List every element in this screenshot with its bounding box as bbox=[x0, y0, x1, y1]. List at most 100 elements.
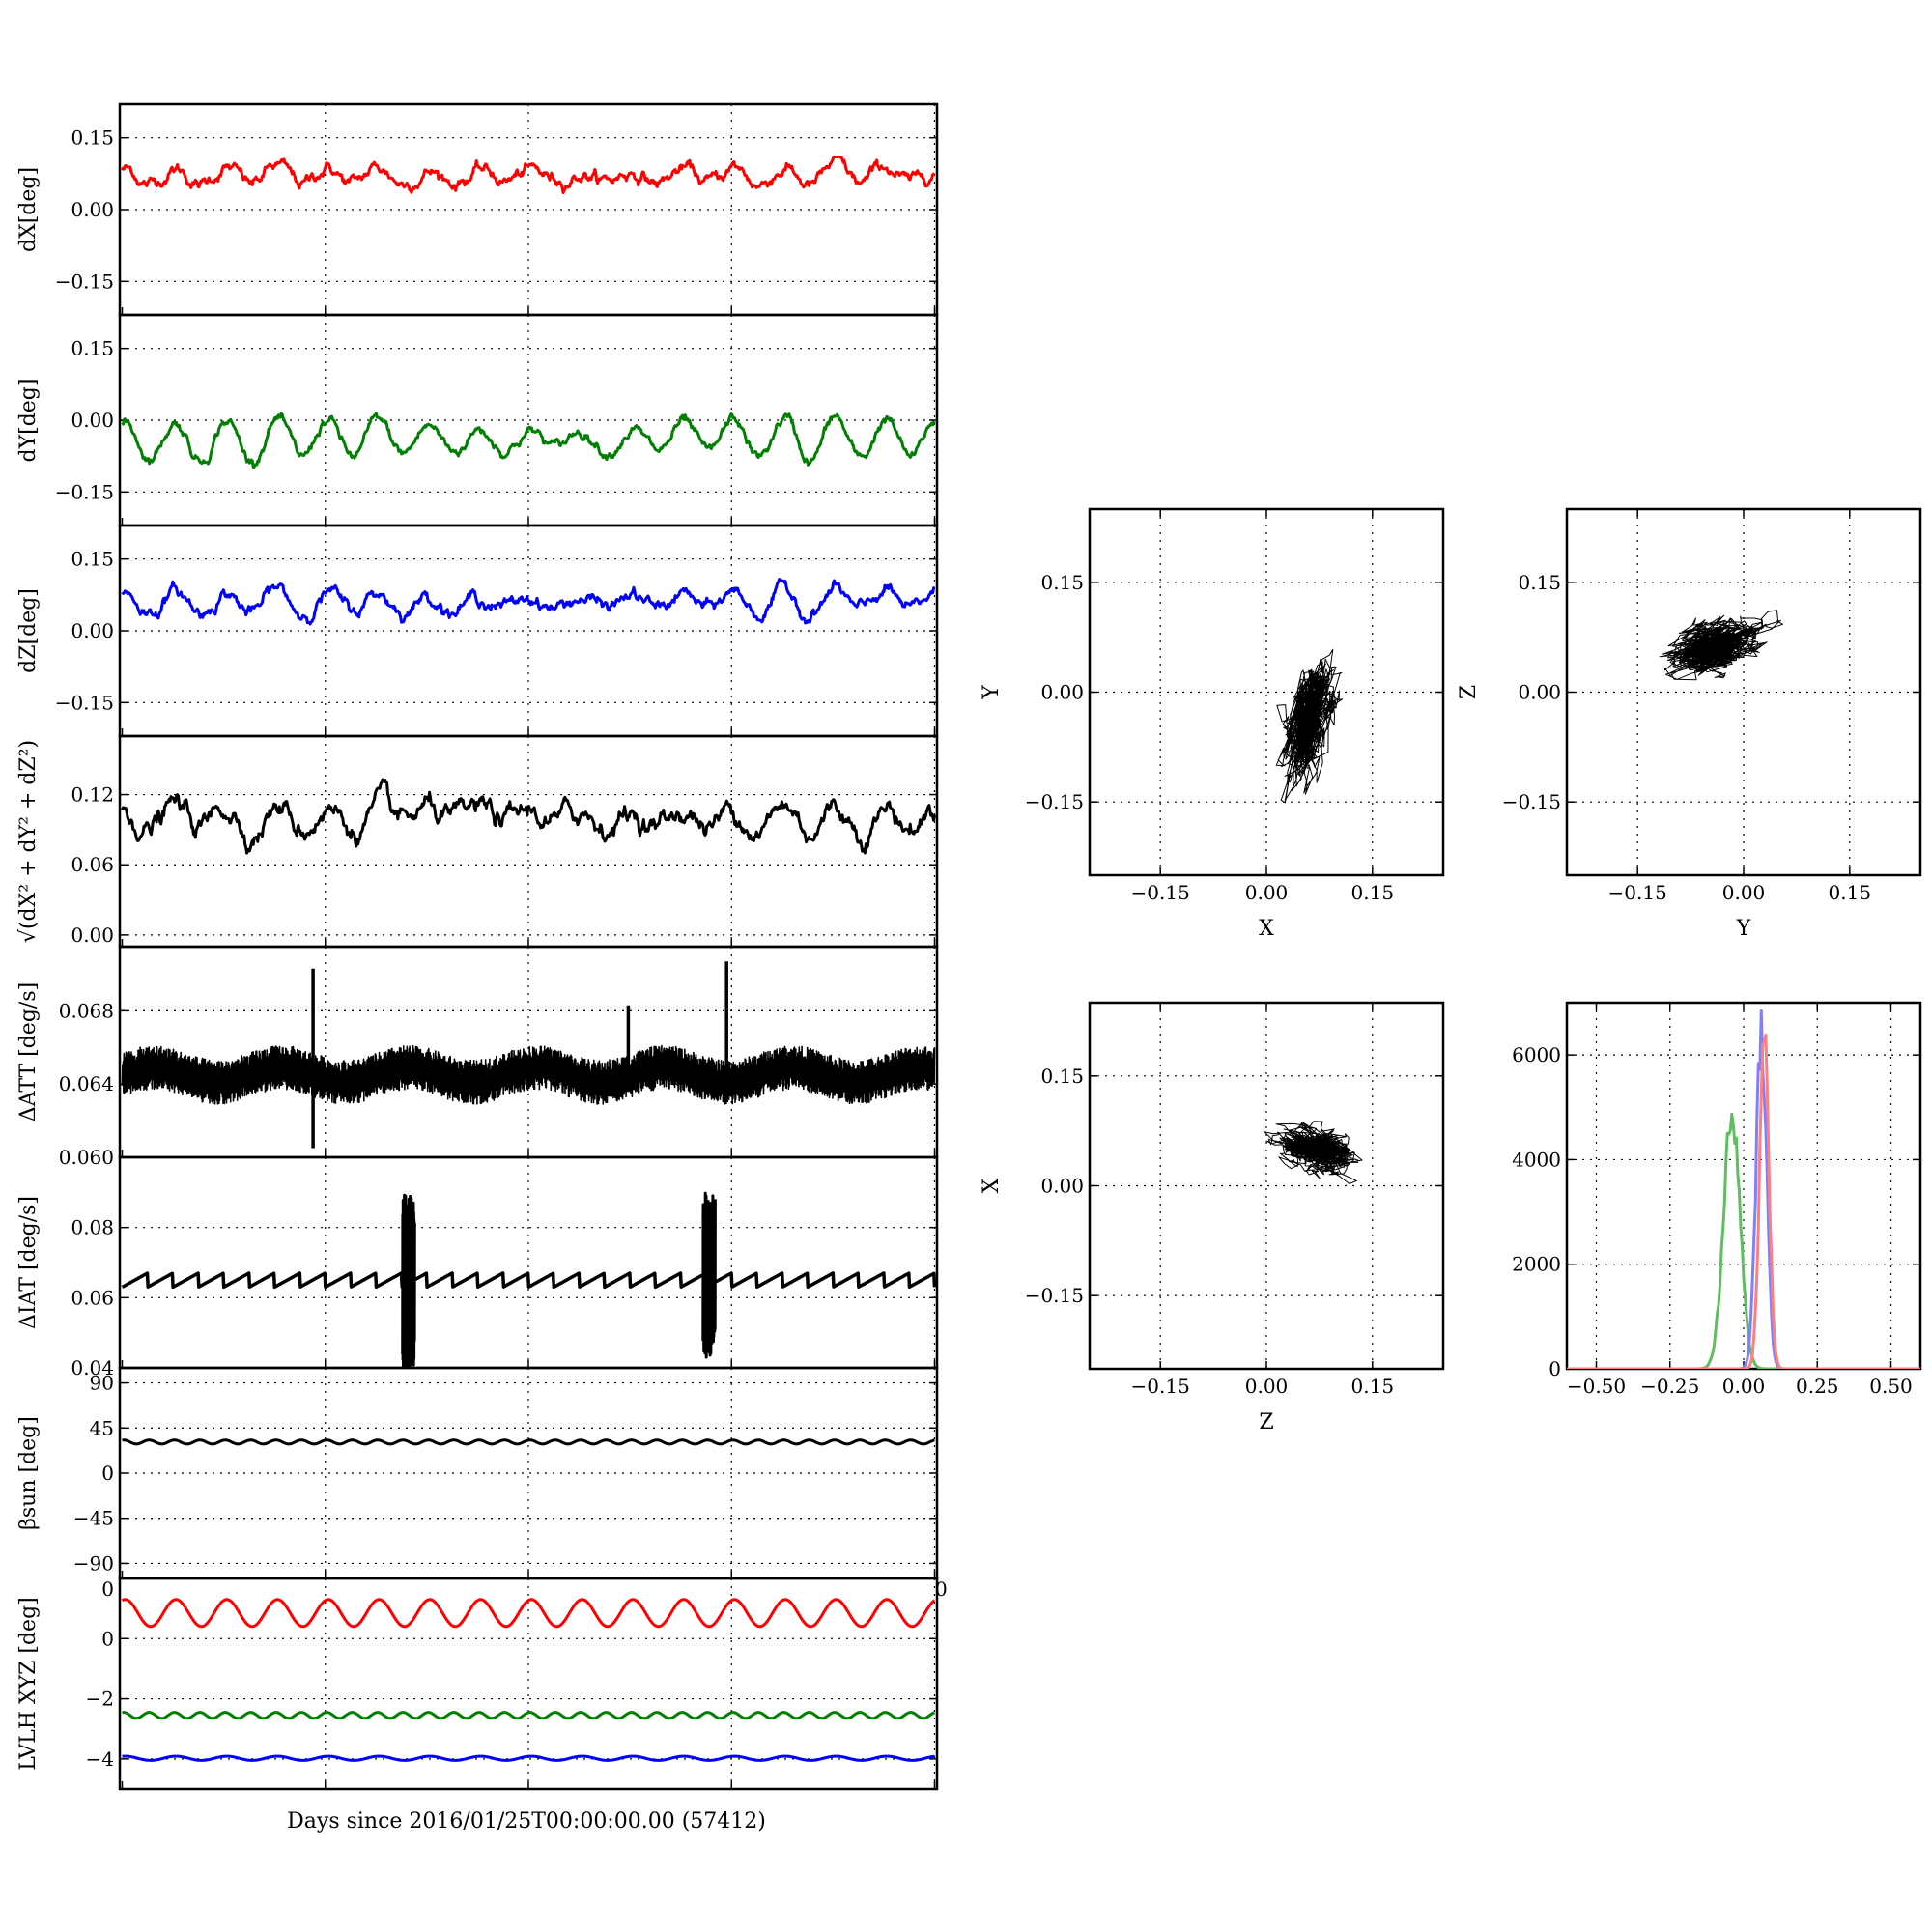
plot-area bbox=[1275, 648, 1343, 804]
y-tick-label: 0.00 bbox=[1040, 681, 1084, 704]
y-tick-label: 2000 bbox=[1512, 1253, 1561, 1276]
plot-area bbox=[121, 412, 936, 469]
y-tick-label: −0.15 bbox=[55, 480, 114, 503]
burst bbox=[401, 1193, 416, 1368]
plot-area bbox=[121, 578, 936, 626]
series-line bbox=[121, 778, 936, 855]
y-tick-label: −0.15 bbox=[55, 691, 114, 714]
y-tick-label: 0.00 bbox=[1518, 681, 1561, 704]
series-line-0 bbox=[122, 1438, 935, 1446]
x-tick-label: 0.50 bbox=[1869, 1375, 1913, 1398]
scatter-trace bbox=[1264, 1121, 1363, 1184]
y-tick-label: 4000 bbox=[1512, 1148, 1561, 1171]
chart-scatter-xy: −0.15 0.00 0.15 −0.15 0.00 0.15 Y X bbox=[980, 507, 1445, 941]
y-axis-label: dY[deg] bbox=[16, 379, 41, 463]
y-axis-label: dZ[deg] bbox=[16, 588, 41, 673]
scatter-trace bbox=[1275, 648, 1343, 804]
chart-dY: −0.15 0.00 0.15 dY[deg] bbox=[16, 313, 939, 527]
y-axis-label: Y bbox=[980, 685, 1004, 700]
y-tick-label: −90 bbox=[73, 1551, 114, 1575]
y-axis-label: Z bbox=[1457, 685, 1481, 699]
y-tick-label: 0.15 bbox=[1040, 571, 1084, 594]
y-tick-label: 0 bbox=[101, 1462, 114, 1485]
x-tick-label: 0.00 bbox=[1722, 881, 1766, 904]
chart-dIAT: 0.04 0.06 0.08 ΔIAT [deg/s] bbox=[16, 1155, 939, 1379]
chart-dZ: −0.15 0.00 0.15 dZ[deg] bbox=[16, 524, 939, 738]
shared-x-axis-label: Days since 2016/01/25T00:00:00.00 (57412… bbox=[287, 1809, 766, 1833]
y-tick-label: 0.00 bbox=[71, 619, 114, 642]
y-tick-label: −4 bbox=[86, 1747, 114, 1771]
y-tick-label: 0.00 bbox=[71, 923, 114, 947]
y-axis-label: LVLH XYZ [deg] bbox=[16, 1597, 41, 1771]
y-tick-label: 0 bbox=[101, 1627, 114, 1650]
series-line bbox=[121, 412, 936, 469]
x-tick-label: 0.00 bbox=[1245, 881, 1289, 904]
y-tick-label: −0.15 bbox=[55, 270, 114, 293]
plot-area bbox=[121, 1598, 936, 1762]
x-tick-label: −0.25 bbox=[1640, 1375, 1699, 1398]
y-tick-label: 0.00 bbox=[71, 409, 114, 432]
y-axis-label: βsun [deg] bbox=[16, 1416, 41, 1530]
x-axis-label: X bbox=[1259, 917, 1274, 941]
series-line bbox=[121, 156, 936, 194]
x-tick-label: 0.00 bbox=[1722, 1375, 1766, 1398]
y-tick-label: −0.15 bbox=[1025, 790, 1084, 813]
plot-area bbox=[121, 961, 936, 1149]
y-tick-label: 90 bbox=[90, 1372, 114, 1395]
series-line-1 bbox=[122, 1711, 936, 1720]
y-tick-label: 0.15 bbox=[71, 337, 114, 360]
chart-beta: −90 −45 0 45 90 βsun [deg] bbox=[16, 1366, 939, 1580]
corner-label: 0 bbox=[935, 1577, 948, 1601]
y-tick-label: 0.00 bbox=[71, 198, 114, 221]
scatter-trace bbox=[1659, 610, 1784, 681]
plot-area bbox=[1264, 1121, 1363, 1184]
x-tick-label: −0.15 bbox=[1131, 881, 1190, 904]
chart-mag: 0.00 0.06 0.12 √(dX² + dY² + dZ²) bbox=[16, 734, 939, 949]
y-tick-label: 45 bbox=[90, 1416, 114, 1439]
y-axis-label: dX[deg] bbox=[16, 167, 41, 252]
plot-area bbox=[122, 1438, 935, 1446]
y-tick-label: 6000 bbox=[1512, 1043, 1561, 1066]
corner-label: 0 bbox=[101, 1577, 114, 1601]
series-line bbox=[121, 1044, 936, 1105]
x-tick-label: −0.15 bbox=[1131, 1375, 1190, 1398]
y-tick-label: −0.15 bbox=[1025, 1284, 1084, 1307]
plot-area bbox=[1659, 610, 1784, 681]
burst bbox=[701, 1191, 717, 1359]
y-axis-label: ΔATT [deg/s] bbox=[16, 982, 41, 1122]
y-tick-label: 0.12 bbox=[71, 783, 114, 807]
histogram-series-2 bbox=[1567, 1033, 1920, 1369]
x-tick-label: 0.00 bbox=[1245, 1375, 1289, 1398]
plot-area bbox=[121, 1191, 937, 1368]
y-tick-label: 0.06 bbox=[71, 853, 114, 876]
plot-area bbox=[121, 156, 936, 194]
y-tick-label: 0.15 bbox=[71, 548, 114, 571]
x-tick-label: 0.15 bbox=[1351, 881, 1395, 904]
chart-scatter-yz: −0.15 0.00 0.15 −0.15 0.00 0.15 Z Y bbox=[1457, 507, 1922, 941]
x-tick-label: −0.50 bbox=[1567, 1375, 1626, 1398]
panels-layer: −0.15 0.00 0.15 dX[deg] −0.15 0.00 0.15 dY[deg]… bbox=[16, 102, 1922, 1791]
x-axis-label: Z bbox=[1259, 1410, 1273, 1435]
chart-scatter-zx: −0.15 0.00 0.15 −0.15 0.00 0.15 X Z bbox=[980, 1001, 1445, 1435]
x-axis-label: Y bbox=[1736, 917, 1751, 941]
x-tick-label: −0.15 bbox=[1608, 881, 1667, 904]
y-tick-label: −0.15 bbox=[1502, 790, 1561, 813]
y-tick-label: 0.15 bbox=[1040, 1065, 1084, 1088]
y-tick-label: −2 bbox=[86, 1688, 114, 1711]
y-tick-label: 0.08 bbox=[71, 1216, 114, 1239]
chart-histogram: 0 2000 4000 6000 −0.50 −0.25 0.00 0.25 0.50 bbox=[1512, 1001, 1922, 1398]
histogram-series-0 bbox=[1567, 1112, 1920, 1369]
series-line-0 bbox=[121, 1598, 936, 1629]
plot-area bbox=[121, 778, 936, 855]
series-line-2 bbox=[122, 1754, 935, 1762]
plot-area bbox=[1567, 1009, 1920, 1369]
y-axis-label: √(dX² + dY² + dZ²) bbox=[16, 740, 41, 943]
chart-lvlh: −4 −2 0 LVLH XYZ [deg] 0 0 bbox=[16, 1577, 948, 1791]
y-tick-label: 0.060 bbox=[59, 1146, 114, 1169]
y-tick-label: 0.15 bbox=[1518, 571, 1561, 594]
x-tick-label: 0.15 bbox=[1351, 1375, 1395, 1398]
y-tick-label: 0.04 bbox=[71, 1356, 114, 1379]
y-tick-label: 0 bbox=[1548, 1357, 1561, 1380]
x-tick-label: 0.15 bbox=[1829, 881, 1872, 904]
